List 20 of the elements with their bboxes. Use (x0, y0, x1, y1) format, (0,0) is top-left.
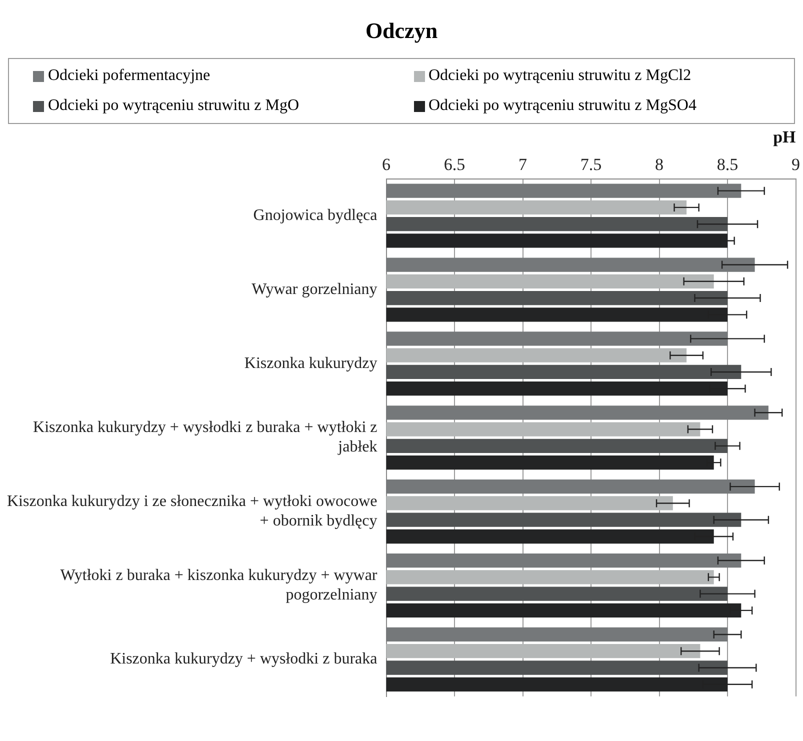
y-tick-label: Kiszonka kukurydzy i ze słonecznika + wytłoki owocowe + obornik bydlęcy (6, 493, 378, 530)
x-tick-label: 6.5 (444, 155, 466, 174)
y-tick-label: Wywar gorzelniany (252, 280, 378, 298)
legend-label: Odcieki po wytrąceniu struwitu z MgCl2 (428, 67, 692, 85)
legend-label: Odcieki pofermentacyjne (48, 67, 210, 85)
x-axis-title: pH (773, 128, 796, 147)
y-tick-label: Kiszonka kukurydzy + wysłodki z buraka (110, 650, 378, 668)
x-tick-label: 9 (792, 155, 800, 174)
x-tick-label: 7 (518, 155, 528, 174)
y-tick-label: Wytłoki z buraka + kiszonka kukurydzy + wywar pogorzelniany (60, 567, 378, 604)
x-tick-label: 7.5 (580, 155, 602, 174)
y-tick-label: Kiszonka kukurydzy + wysłodki z buraka + wytłoki z jabłek (33, 419, 378, 456)
x-tick-label: 8.5 (716, 155, 738, 174)
legend-label: Odcieki po wytrąceniu struwitu z MgSO4 (428, 97, 696, 115)
y-tick-label: Gnojowica bydlęca (253, 206, 378, 224)
chart-title: Odczyn (364, 18, 439, 45)
legend-label: Odcieki po wytrąceniu struwitu z MgO (48, 97, 300, 115)
x-tick-label: 8 (655, 155, 664, 174)
y-tick-label: Kiszonka kukurydzy (244, 354, 378, 372)
x-tick-label: 6 (382, 155, 391, 174)
